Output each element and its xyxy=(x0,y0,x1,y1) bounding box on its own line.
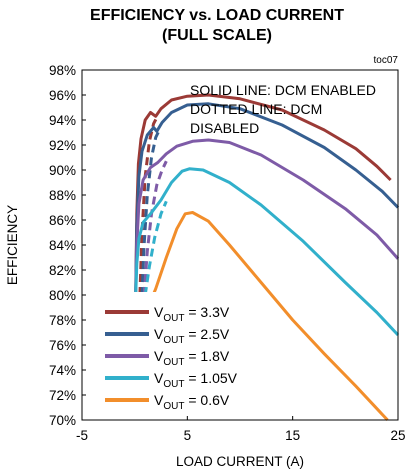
series-solid-line xyxy=(134,138,400,296)
y-tick-label: 78% xyxy=(49,313,76,328)
legend-label: VOUT = 1.05V xyxy=(154,370,238,390)
y-tick-label: 70% xyxy=(49,413,76,428)
y-tick-label: 86% xyxy=(49,213,76,228)
y-tick-label: 96% xyxy=(49,88,76,103)
y-tick-label: 74% xyxy=(49,363,76,378)
legend-label: VOUT = 2.5V xyxy=(154,326,230,346)
y-axis-ticks: 70% 72% 74% 76% 78% 80% 82% 84% 86% 88% 90% 92% 94% 9… xyxy=(49,63,86,428)
legend-label: VOUT = 0.6V xyxy=(154,392,230,412)
x-axis-ticks: -5 5 15 25 xyxy=(76,416,406,443)
y-tick-label: 98% xyxy=(49,63,76,78)
legend-label: VOUT = 1.8V xyxy=(154,348,230,368)
annotation-solid-line: SOLID LINE: DCM ENABLED xyxy=(190,82,376,98)
x-tick-label: -5 xyxy=(76,428,88,443)
legend-label: VOUT = 3.3V xyxy=(154,304,230,324)
y-tick-label: 80% xyxy=(49,288,76,303)
y-tick-label: 84% xyxy=(49,238,76,253)
series-solid-line xyxy=(134,167,400,337)
series-solid-line xyxy=(134,102,400,296)
figure-tag: toc07 xyxy=(374,55,399,66)
x-tick-label: 15 xyxy=(285,428,300,443)
y-tick-label: 94% xyxy=(49,113,76,128)
annotation-disabled: DISABLED xyxy=(190,120,259,136)
series-solid-line xyxy=(134,93,392,296)
series-layer xyxy=(134,93,400,422)
x-tick-label: 25 xyxy=(390,428,405,443)
x-tick-label: 5 xyxy=(184,428,192,443)
y-tick-label: 76% xyxy=(49,338,76,353)
annotation-dotted-line: DOTTED LINE: DCM xyxy=(190,101,322,117)
y-tick-label: 82% xyxy=(49,263,76,278)
series-dotted-line xyxy=(143,200,168,296)
y-axis-label: EFFICIENCY xyxy=(5,205,20,285)
series-dotted-line xyxy=(142,160,168,296)
y-tick-label: 92% xyxy=(49,138,76,153)
x-axis-label: LOAD CURRENT (A) xyxy=(176,454,304,469)
chart-subtitle: (FULL SCALE) xyxy=(162,27,272,44)
series-dotted-line xyxy=(140,128,162,296)
y-tick-label: 90% xyxy=(49,163,76,178)
y-tick-label: 72% xyxy=(49,388,76,403)
series-dotted-line xyxy=(138,116,159,296)
y-tick-label: 88% xyxy=(49,188,76,203)
chart-title: EFFICIENCY vs. LOAD CURRENT xyxy=(90,7,344,24)
